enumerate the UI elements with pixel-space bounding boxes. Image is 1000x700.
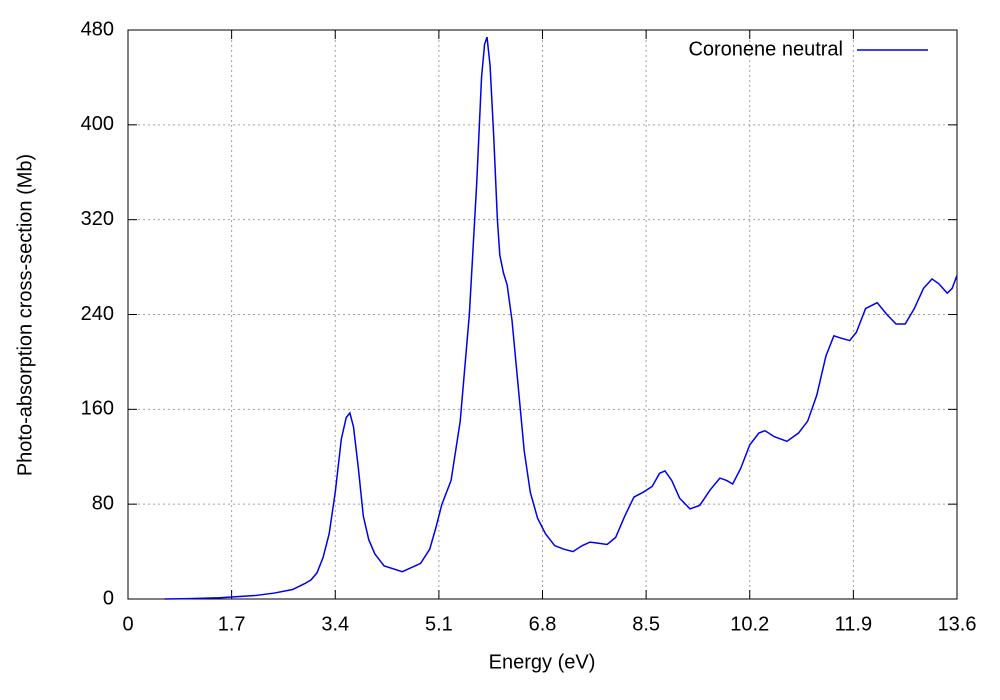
legend-label: Coronene neutral (688, 38, 843, 60)
x-tick-label: 0 (122, 613, 133, 635)
x-tick-label: 6.8 (529, 613, 557, 635)
x-tick-label: 11.9 (835, 613, 872, 635)
x-tick-label: 3.4 (321, 613, 349, 635)
y-axis-label: Photo-absorption cross-section (Mb) (14, 154, 36, 476)
x-tick-label: 10.2 (730, 613, 769, 635)
y-tick-label: 400 (81, 113, 114, 135)
plot-frame (127, 29, 958, 600)
y-tick-label: 320 (81, 208, 114, 230)
y-tick-label: 480 (81, 18, 114, 40)
x-tick-label: 5.1 (425, 613, 453, 635)
x-axis-label: Energy (eV) (489, 651, 596, 673)
y-tick-label: 0 (103, 587, 114, 609)
data-line (164, 36, 958, 600)
x-tick-label: 13.6 (938, 613, 977, 635)
y-tick-label: 80 (92, 492, 114, 514)
y-tick-label: 160 (81, 398, 114, 420)
y-tick-label: 240 (81, 303, 114, 325)
x-tick-label: 8.5 (632, 613, 660, 635)
x-tick-label: 1.7 (218, 613, 246, 635)
